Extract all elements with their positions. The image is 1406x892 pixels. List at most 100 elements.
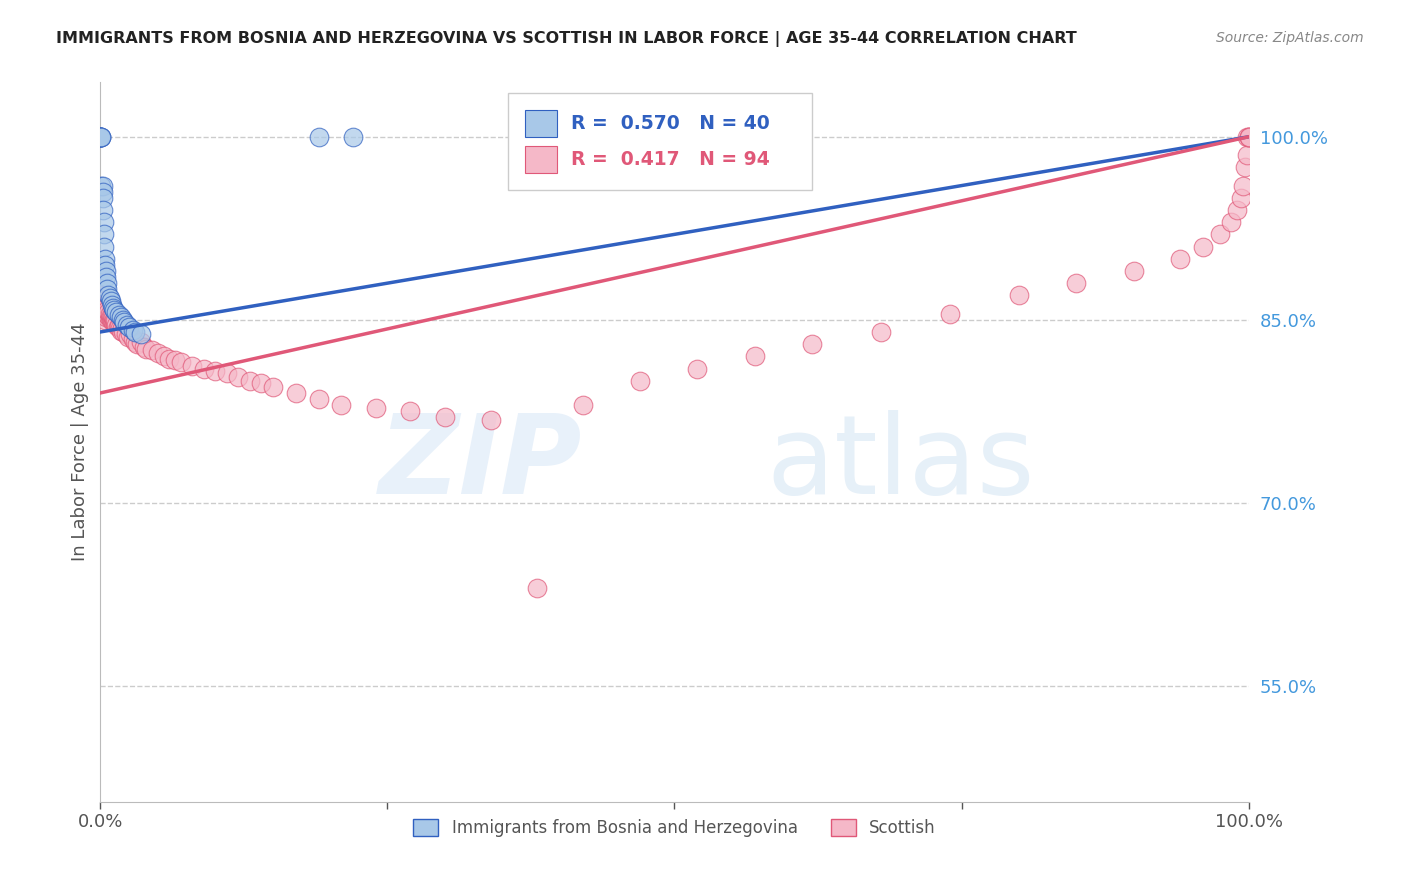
Point — [1237, 129, 1260, 144]
Point — [104, 317, 127, 331]
FancyBboxPatch shape — [526, 110, 557, 137]
Point — [801, 337, 824, 351]
Point — [101, 315, 124, 329]
Point — [105, 318, 128, 332]
Point — [112, 312, 135, 326]
Point — [124, 334, 146, 349]
Point — [364, 401, 387, 415]
Point — [215, 367, 238, 381]
Point — [111, 321, 134, 335]
Point — [97, 288, 120, 302]
Point — [105, 305, 128, 319]
Point — [1237, 129, 1260, 144]
Point — [342, 129, 364, 144]
Point — [526, 581, 548, 595]
Point — [127, 337, 149, 351]
Point — [89, 129, 111, 144]
Point — [262, 380, 284, 394]
Point — [94, 312, 117, 326]
Point — [89, 129, 111, 144]
Point — [1237, 129, 1260, 144]
Point — [226, 370, 249, 384]
Text: IMMIGRANTS FROM BOSNIA AND HERZEGOVINA VS SCOTTISH IN LABOR FORCE | AGE 35-44 CO: IMMIGRANTS FROM BOSNIA AND HERZEGOVINA V… — [56, 31, 1077, 47]
Point — [744, 349, 766, 363]
Point — [101, 298, 124, 312]
Point — [1234, 161, 1257, 175]
Point — [94, 305, 117, 319]
Point — [90, 178, 112, 193]
Point — [107, 320, 129, 334]
Point — [193, 361, 215, 376]
Point — [93, 239, 115, 253]
Point — [94, 264, 117, 278]
Point — [1008, 288, 1031, 302]
Point — [90, 129, 112, 144]
Text: R =  0.570   N = 40: R = 0.570 N = 40 — [571, 114, 770, 133]
Point — [284, 386, 307, 401]
Point — [399, 404, 422, 418]
Point — [91, 307, 114, 321]
Point — [101, 309, 124, 323]
Point — [1122, 264, 1144, 278]
Text: Source: ZipAtlas.com: Source: ZipAtlas.com — [1216, 31, 1364, 45]
Point — [91, 202, 114, 217]
Point — [103, 311, 125, 326]
Point — [1220, 215, 1243, 229]
Point — [94, 252, 117, 266]
Point — [479, 413, 502, 427]
Point — [121, 322, 143, 336]
Text: R =  0.417   N = 94: R = 0.417 N = 94 — [571, 150, 770, 169]
Point — [120, 327, 142, 342]
Point — [628, 374, 651, 388]
Point — [1236, 129, 1258, 144]
Point — [91, 185, 114, 199]
Point — [129, 327, 152, 342]
Point — [571, 398, 593, 412]
Point — [308, 129, 330, 144]
Point — [108, 321, 131, 335]
Point — [107, 318, 129, 333]
Point — [98, 307, 121, 321]
Point — [1191, 239, 1213, 253]
Point — [94, 310, 117, 325]
Point — [94, 301, 117, 315]
Point — [97, 309, 120, 323]
Point — [330, 398, 353, 412]
Point — [90, 288, 112, 302]
FancyBboxPatch shape — [508, 93, 813, 190]
Point — [98, 310, 121, 325]
Legend: Immigrants from Bosnia and Herzegovina, Scottish: Immigrants from Bosnia and Herzegovina, … — [406, 812, 942, 844]
Point — [93, 227, 115, 242]
Point — [939, 307, 962, 321]
Text: atlas: atlas — [766, 409, 1035, 516]
Point — [686, 361, 709, 376]
Point — [94, 258, 117, 272]
Point — [96, 303, 118, 318]
Point — [91, 178, 114, 193]
Point — [107, 308, 129, 322]
Point — [90, 129, 112, 144]
Point — [93, 303, 115, 318]
Y-axis label: In Labor Force | Age 35-44: In Labor Force | Age 35-44 — [72, 322, 89, 561]
Point — [90, 307, 112, 321]
Point — [204, 364, 226, 378]
Point — [118, 320, 141, 334]
Point — [163, 353, 186, 368]
Point — [89, 129, 111, 144]
Point — [100, 294, 122, 309]
Point — [114, 315, 136, 329]
Point — [157, 351, 180, 366]
FancyBboxPatch shape — [526, 146, 557, 173]
Point — [152, 349, 174, 363]
Point — [239, 374, 262, 388]
Point — [141, 343, 163, 358]
Point — [94, 303, 117, 318]
Point — [114, 327, 136, 342]
Point — [101, 301, 124, 315]
Point — [112, 325, 135, 339]
Point — [146, 345, 169, 359]
Point — [100, 312, 122, 326]
Point — [90, 294, 112, 309]
Point — [91, 191, 114, 205]
Point — [1232, 178, 1254, 193]
